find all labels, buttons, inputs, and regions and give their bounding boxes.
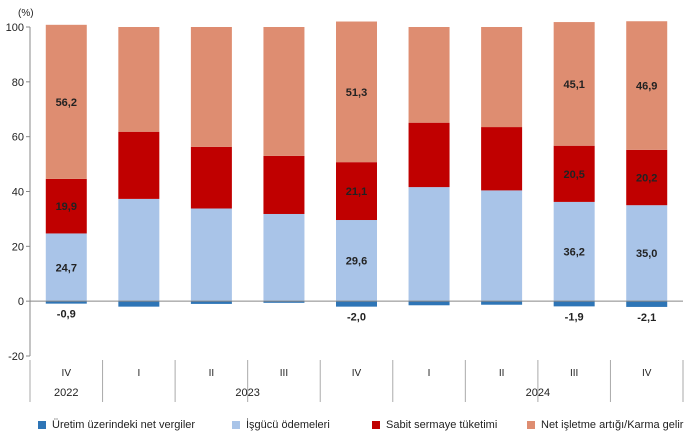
bar-segment [263, 301, 305, 303]
bar-segment [118, 131, 160, 199]
y-tick-label: 100 [6, 22, 24, 34]
bar-segment [45, 24, 87, 179]
unit-label: (%) [18, 8, 34, 19]
quarter-label: II [499, 368, 505, 379]
bar-segment [190, 27, 232, 147]
data-label: 24,7 [56, 262, 77, 274]
legend-label-labor: İşgücü ödemeleri [246, 419, 330, 431]
bar-segment [408, 122, 450, 188]
bar-segment [626, 301, 668, 307]
bar-segment [408, 301, 450, 306]
bar-segment [336, 220, 377, 302]
legend-item-operating-surplus: Net işletme artığı/Karma gelir [527, 416, 683, 434]
legend-item-labor: İşgücü ödemeleri [232, 416, 330, 434]
data-label: -2,0 [347, 312, 366, 324]
bar-segment [45, 178, 87, 234]
bar-segment [118, 198, 160, 302]
y-tick-label: 60 [12, 132, 24, 144]
bar-segment [626, 21, 668, 150]
data-label: 36,2 [563, 247, 584, 259]
quarter-label: III [570, 368, 578, 379]
quarter-label: I [428, 368, 431, 379]
quarter-label: IV [352, 368, 362, 379]
y-tick-label: 0 [18, 296, 24, 308]
data-label: 56,2 [56, 97, 77, 109]
year-label: 2024 [526, 387, 550, 399]
quarter-label: IV [642, 368, 652, 379]
bar-segment [481, 27, 523, 128]
bar-segment [481, 127, 523, 191]
bar-segment [553, 145, 595, 202]
data-label: -1,9 [565, 311, 584, 323]
legend-label-fixed-capital: Sabit sermaye tüketimi [386, 419, 498, 431]
bar-segment [263, 27, 305, 156]
bar-segment [263, 213, 305, 302]
data-label: 19,9 [56, 201, 77, 213]
bar-segment [336, 301, 377, 307]
data-label: 29,6 [346, 256, 367, 268]
quarter-label: I [137, 368, 140, 379]
data-label: 20,2 [636, 173, 657, 185]
bar-segment [626, 149, 668, 206]
bar-segment [190, 301, 232, 304]
legend-item-fixed-capital: Sabit sermaye tüketimi [372, 416, 497, 434]
y-tick-label: 20 [12, 241, 24, 253]
quarter-label: III [280, 368, 288, 379]
bar-segment [553, 22, 595, 146]
legend-label-operating-surplus: Net işletme artığı/Karma gelir [541, 419, 684, 431]
data-label: 21,1 [346, 186, 367, 198]
data-label: -0,9 [57, 309, 76, 321]
data-label: 20,5 [563, 169, 584, 181]
bar-segment [481, 301, 523, 305]
bar-segment [553, 301, 595, 307]
bar-segment [190, 208, 232, 302]
y-tick-label: -20 [8, 351, 24, 363]
data-label: 46,9 [636, 81, 657, 93]
legend-item-net-taxes: Üretim üzerindeki net vergiler [38, 416, 195, 434]
legend-swatch-fixed-capital [372, 421, 380, 429]
bar-segment [118, 27, 160, 132]
bar-segment [626, 205, 668, 302]
bar-segment [336, 162, 377, 221]
quarter-label: II [209, 368, 215, 379]
quarter-label: IV [62, 368, 72, 379]
legend-swatch-labor [232, 421, 240, 429]
bar-segment [408, 187, 450, 302]
legend: Üretim üzerindeki net vergiler İşgücü öd… [0, 416, 700, 434]
bar-segment [481, 190, 523, 302]
data-label: 51,3 [346, 87, 367, 99]
data-label: 45,1 [563, 79, 584, 91]
y-tick-label: 80 [12, 77, 24, 89]
bar-segment [45, 301, 87, 304]
legend-swatch-net-taxes [38, 421, 46, 429]
year-label: 2023 [235, 387, 259, 399]
year-label: 2022 [54, 387, 78, 399]
y-tick-label: 40 [12, 187, 24, 199]
bar-segment [190, 146, 232, 209]
bar-segment [553, 201, 595, 302]
data-label: -2,1 [637, 312, 656, 324]
bar-segment [45, 233, 87, 302]
bar-segment [336, 21, 377, 163]
bar-segment [408, 27, 450, 123]
bar-segment [263, 155, 305, 214]
bar-segment [118, 301, 160, 307]
legend-swatch-operating-surplus [527, 421, 535, 429]
legend-label-net-taxes: Üretim üzerindeki net vergiler [52, 419, 196, 431]
data-label: 35,0 [636, 248, 657, 260]
